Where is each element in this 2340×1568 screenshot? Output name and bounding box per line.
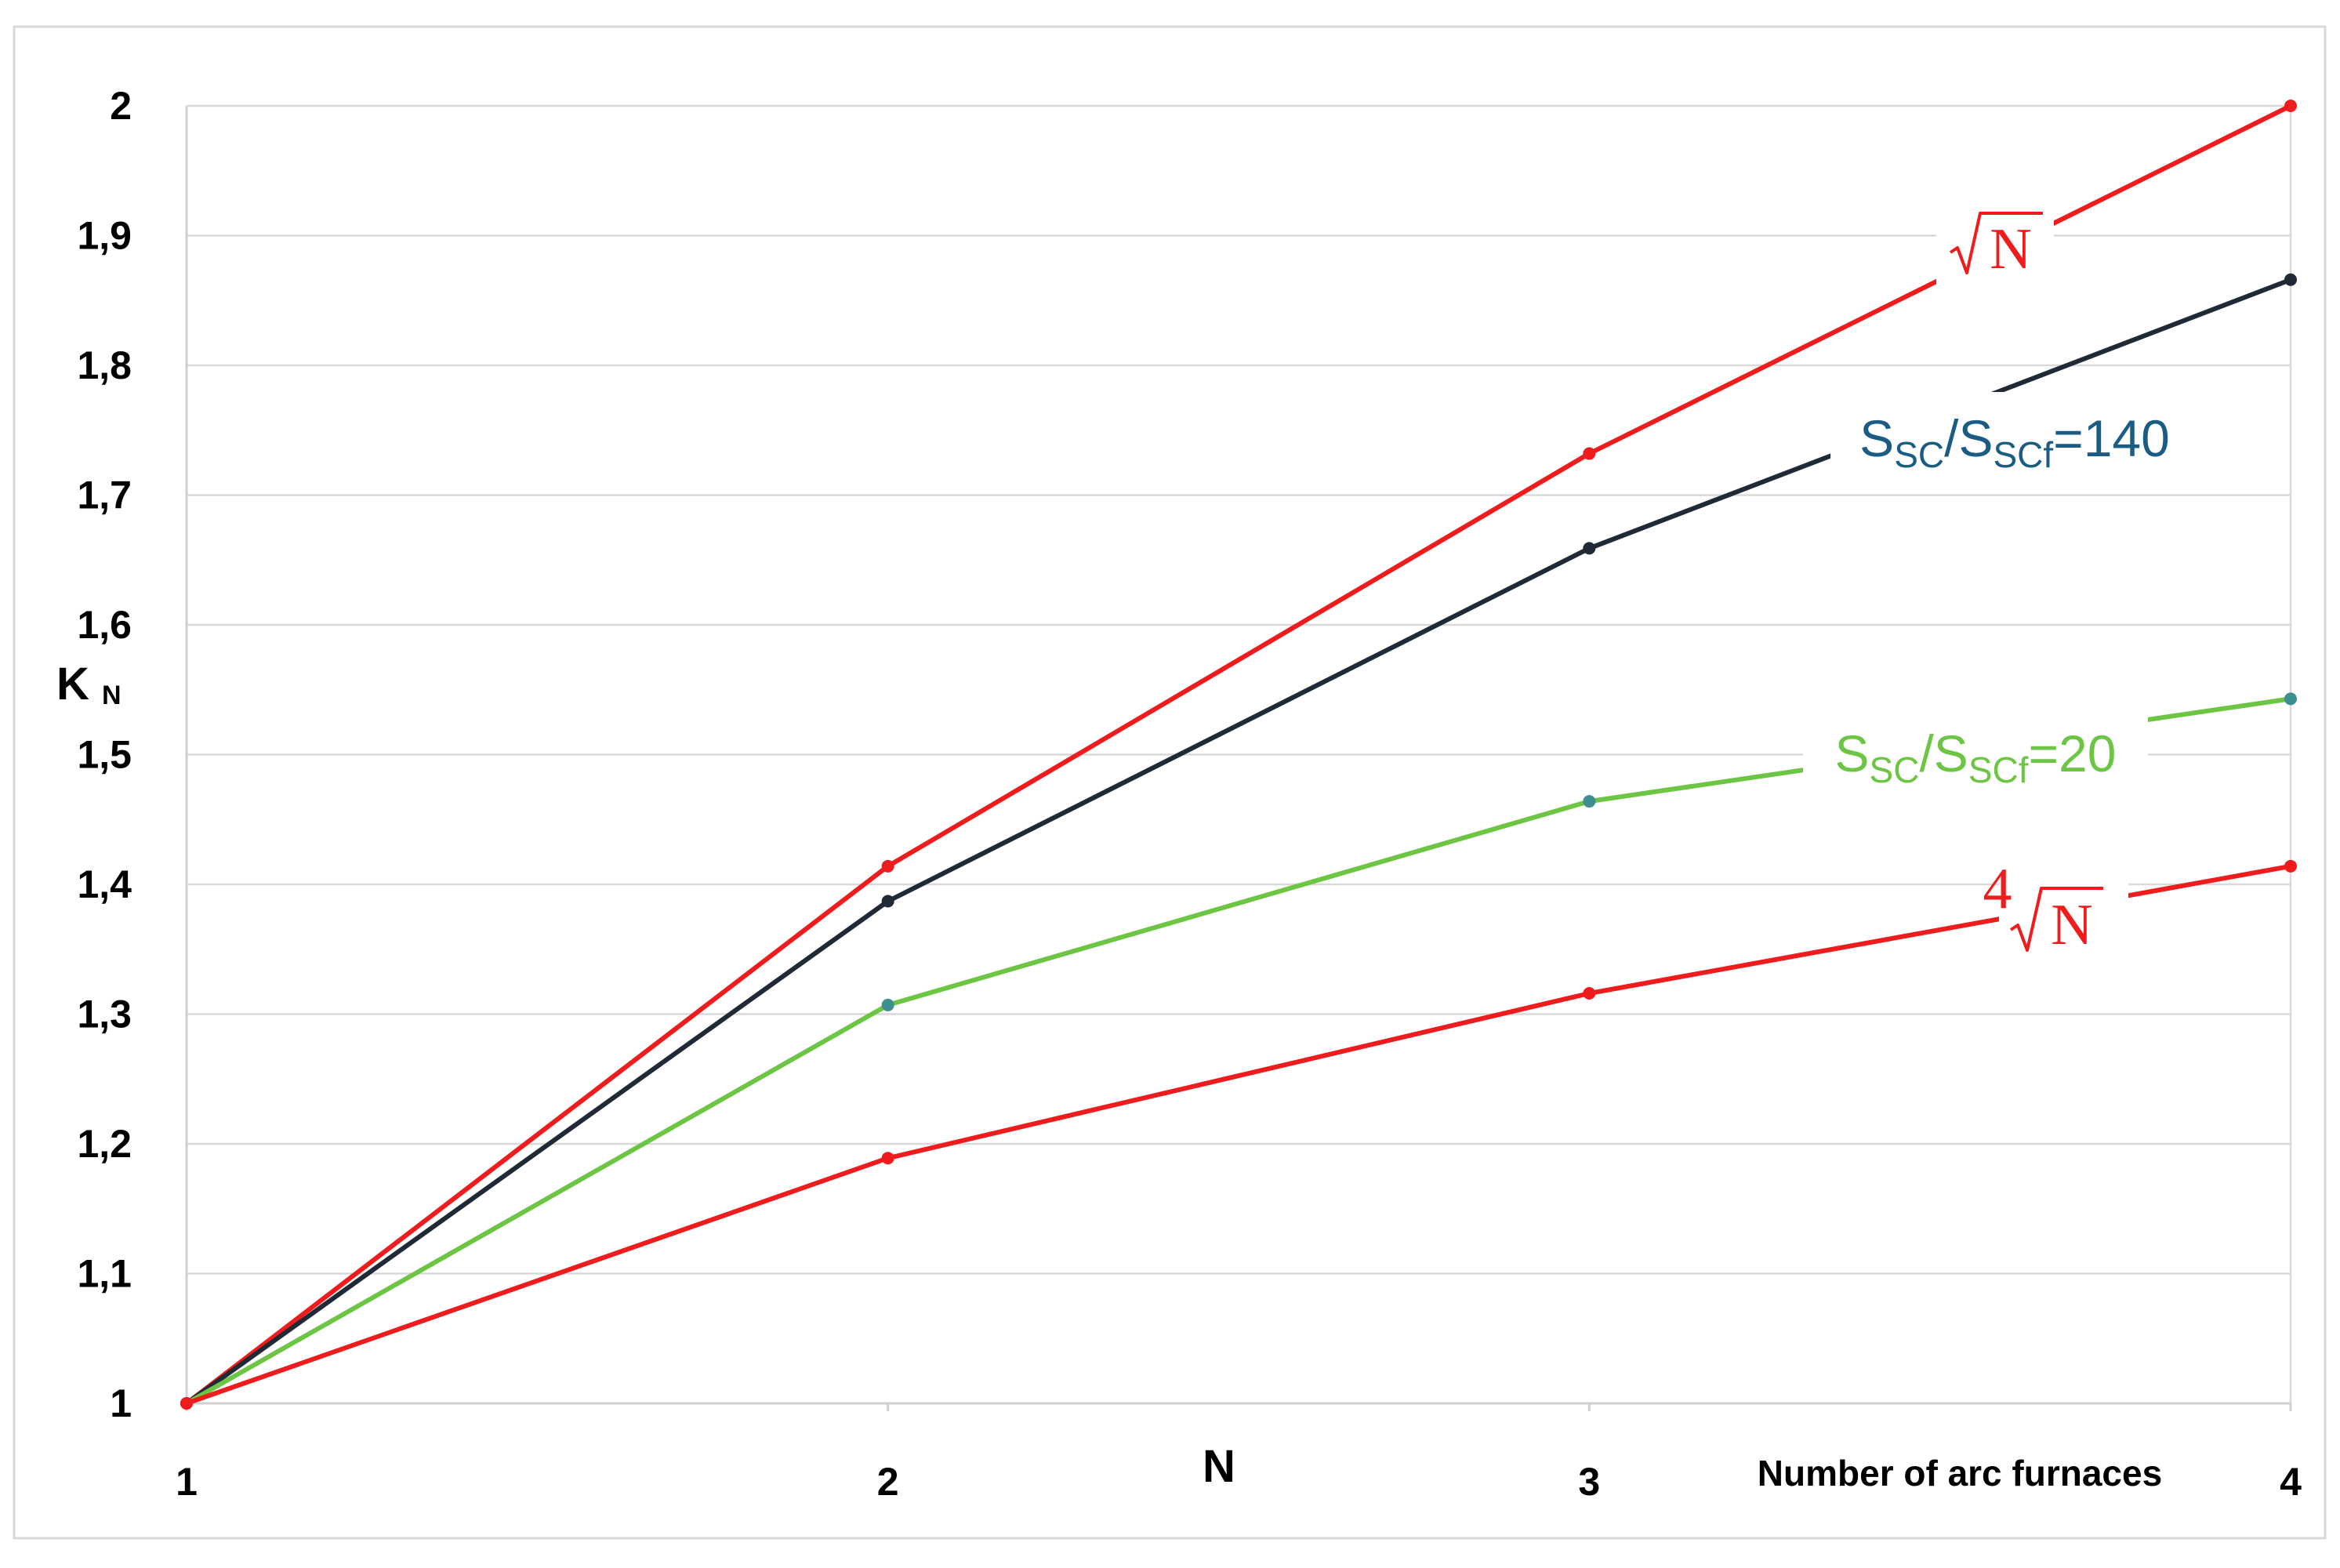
title-layer: N Number of arc furnaces K N [56,659,2162,1494]
series-point-root4-3 [1583,987,1596,1000]
y-tick-label-4: 1,3 [77,993,132,1036]
label-ratio20-part-2: SC [1870,750,1920,790]
label-sqrt-radicand: N [1990,217,2031,281]
y-axis-title-subscript: N [102,681,122,710]
label-ratio140-background [1830,392,2199,486]
label-sqrt-background [1936,202,2054,284]
label-ratio20: SSC/SSCf=20 [1835,724,2117,790]
y-tick-label-2: 1,1 [77,1252,132,1296]
label-ratio140-part-1: S [1859,409,1894,467]
label-ratio20-part-4: SCf [1968,750,2029,790]
x-tick-label-1: 1 [176,1460,198,1504]
series-line-root4 [184,863,2293,1406]
marker-layer [180,100,2297,1410]
label-root4-background [1999,869,2128,964]
tick-layer: 1 1,1 1,2 1,3 1,4 1,5 1,6 1,7 1,8 1,9 2 1 2 3 4 [77,84,2302,1504]
y-tick-label-10: 1,9 [77,214,132,258]
y-tick-label-1: 1 [110,1381,132,1425]
x-tick-label-4: 4 [2280,1460,2302,1504]
y-tick-label-8: 1,7 [77,474,132,517]
label-root4-radical-sign [2009,887,2103,952]
x-tick-label-3: 3 [1578,1460,1600,1504]
y-tick-label-3: 1,2 [77,1122,132,1166]
series-point-ratio140-2 [881,895,894,908]
x-axis-note: Number of arc furnaces [1758,1453,2162,1494]
y-axis-title: K N [56,659,122,710]
series-point-ratio140-3 [1583,542,1596,555]
series-point-ratio20-2 [881,998,894,1011]
label-ratio140-part-4: SCf [1993,434,2053,475]
label-ratio20-background [1803,711,2148,797]
grid-layer [187,104,2291,1275]
series-point-root4-4 [2284,859,2297,873]
series-point-ratio140-4 [2284,273,2297,286]
axis-layer [185,106,2292,1411]
y-axis-title-main: K [56,659,89,710]
label-sqrt-radical-sign [1949,212,2043,274]
series-point-root4-1 [180,1397,193,1410]
series-point-sqrt-2 [881,859,894,873]
series-point-root4-2 [881,1152,894,1165]
series-point-ratio20-3 [1583,795,1596,808]
series-point-ratio20-4 [2284,692,2297,706]
label-ratio140-part-3: /S [1944,409,1993,467]
y-tick-label-11: 2 [110,84,132,128]
y-tick-label-6: 1,5 [77,733,132,777]
label-ratio140: SSC/SSCf=140 [1859,409,2170,475]
y-tick-label-5: 1,4 [77,862,132,906]
label-ratio140-part-2: SC [1894,434,1944,475]
label-root4-index: 4 [1983,857,2012,921]
x-axis-title: N [1203,1441,1235,1492]
label-ratio20-part-3: /S [1919,724,1968,782]
y-tick-label-7: 1,6 [77,603,132,647]
label-ratio20-part-5: =20 [2029,724,2117,782]
series-point-sqrt-4 [2284,100,2297,112]
y-tick-label-9: 1,8 [77,343,132,387]
series-point-sqrt-3 [1583,447,1596,460]
label-root4-radicand: N [2051,893,2092,957]
x-tick-label-2: 2 [877,1460,899,1504]
label-ratio20-part-1: S [1835,724,1870,782]
label-ratio140-part-5: =140 [2053,409,2170,467]
